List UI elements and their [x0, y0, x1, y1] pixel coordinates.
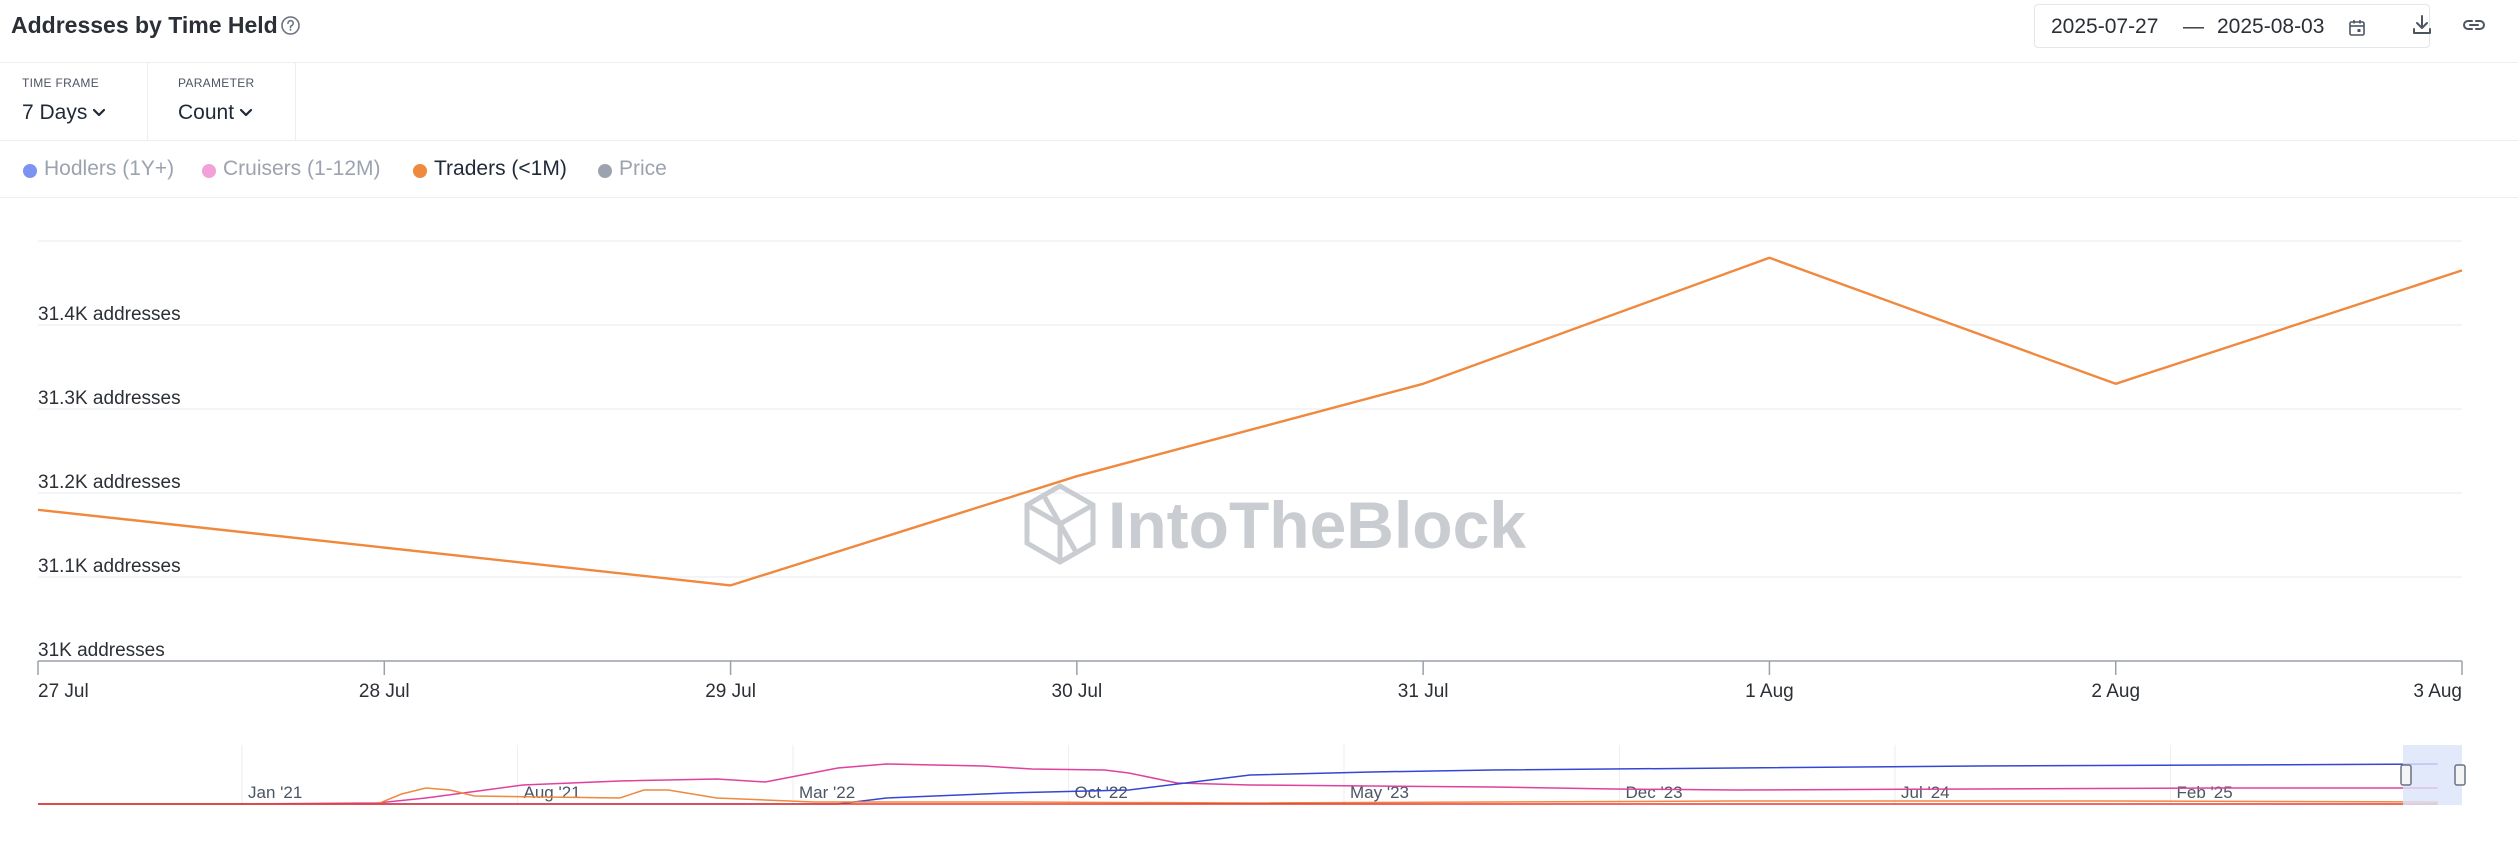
- watermark-text: IntoTheBlock: [1108, 488, 1526, 562]
- navigator-tick-label: Dec '23: [1626, 783, 1683, 802]
- date-start[interactable]: 2025-07-27: [2051, 15, 2159, 38]
- calendar-icon[interactable]: [2347, 18, 2367, 38]
- date-range-picker[interactable]: 2025-07-27 — 2025-08-03: [2034, 4, 2430, 48]
- link-icon[interactable]: [2460, 12, 2488, 38]
- line-chart[interactable]: IntoTheBlock 31K addresses 31.1K addresse…: [0, 198, 2518, 818]
- navigator-handle[interactable]: [2454, 764, 2466, 786]
- navigator-cruisers-line: [38, 763, 2438, 805]
- navigator-tick-label: Mar '22: [799, 783, 855, 802]
- x-tick-label: 31 Jul: [1398, 681, 1449, 702]
- navigator-tick-label: Feb '25: [2177, 783, 2233, 802]
- navigator-tick-label: Jan '21: [248, 783, 302, 802]
- y-tick-label: 31.1K addresses: [38, 556, 181, 577]
- parameter-dropdown[interactable]: Count: [178, 101, 253, 125]
- series-line: [37, 256, 2463, 587]
- navigator-tick-label: May '23: [1350, 783, 1409, 802]
- parameter-control[interactable]: PARAMETER Count: [148, 63, 296, 141]
- navigator-traders-line: [38, 787, 2438, 805]
- series-traders[interactable]: [37, 256, 2463, 587]
- time-frame-control[interactable]: TIME FRAME 7 Days: [0, 63, 148, 141]
- x-tick-label: 2 Aug: [2091, 681, 2140, 702]
- navigator-tick-label: Aug '21: [524, 783, 581, 802]
- navigator-tick-label: Jul '24: [1901, 783, 1950, 802]
- page-title: Addresses by Time Held: [11, 12, 278, 38]
- x-tick-label: 30 Jul: [1052, 681, 1103, 702]
- x-tick-label: 1 Aug: [1745, 681, 1794, 702]
- watermark: IntoTheBlock: [1024, 483, 1526, 565]
- date-end[interactable]: 2025-08-03: [2217, 15, 2325, 38]
- chevron-down-icon[interactable]: [92, 108, 106, 118]
- legend-label: Price: [619, 157, 667, 180]
- navigator-handle[interactable]: [2400, 764, 2412, 786]
- parameter-value[interactable]: Count: [178, 101, 235, 124]
- download-icon[interactable]: [2409, 12, 2435, 38]
- x-tick-label: 27 Jul: [38, 681, 89, 702]
- y-tick-label: 31.3K addresses: [38, 388, 181, 409]
- x-axis: 27 Jul 28 Jul 29 Jul 30 Jul 31 Jul 1 Aug 2 Aug…: [37, 660, 2463, 702]
- range-navigator[interactable]: Jan '21 Aug '21 Mar '22 Oct '22 May '23 Dec '…: [38, 745, 2466, 805]
- navigator-hodlers-line: [38, 763, 2438, 805]
- legend-dot: [23, 164, 37, 178]
- help-icon[interactable]: [280, 15, 301, 36]
- navigator-selection: [2403, 745, 2462, 805]
- legend-label: Hodlers (1Y+): [44, 157, 175, 180]
- legend-dot: [598, 164, 612, 178]
- x-tick-label: 28 Jul: [359, 681, 410, 702]
- x-tick-label: 3 Aug: [2413, 681, 2462, 702]
- chart-legend: Hodlers (1Y+) Cruisers (1-12M) Traders (…: [0, 141, 2518, 198]
- y-tick-label: 31.2K addresses: [38, 472, 181, 493]
- y-tick-label: 31.4K addresses: [38, 304, 181, 325]
- time-frame-value[interactable]: 7 Days: [22, 101, 88, 124]
- legend-dot: [413, 164, 427, 178]
- legend-label: Cruisers (1-12M): [223, 157, 381, 180]
- chart-header: Addresses by Time Held 2025-07-27 — 2025…: [0, 0, 2518, 63]
- y-tick-label: 31K addresses: [38, 640, 165, 661]
- legend-dot: [202, 164, 216, 178]
- chevron-down-icon[interactable]: [239, 108, 253, 118]
- y-axis: 31K addresses 31.1K addresses 31.2K addres…: [38, 304, 181, 661]
- time-frame-dropdown[interactable]: 7 Days: [22, 101, 106, 125]
- date-separator: —: [2183, 15, 2204, 38]
- legend-label: Traders (<1M): [434, 157, 567, 180]
- watermark-logo-icon: [1024, 483, 1096, 565]
- time-frame-label: TIME FRAME: [22, 76, 99, 90]
- gridlines: [38, 240, 2462, 578]
- parameter-label: PARAMETER: [178, 76, 255, 90]
- navigator-tick-label: Oct '22: [1075, 783, 1128, 802]
- x-tick-label: 29 Jul: [705, 681, 756, 702]
- chart-controls: TIME FRAME 7 Days PARAMETER Count: [0, 63, 2518, 141]
